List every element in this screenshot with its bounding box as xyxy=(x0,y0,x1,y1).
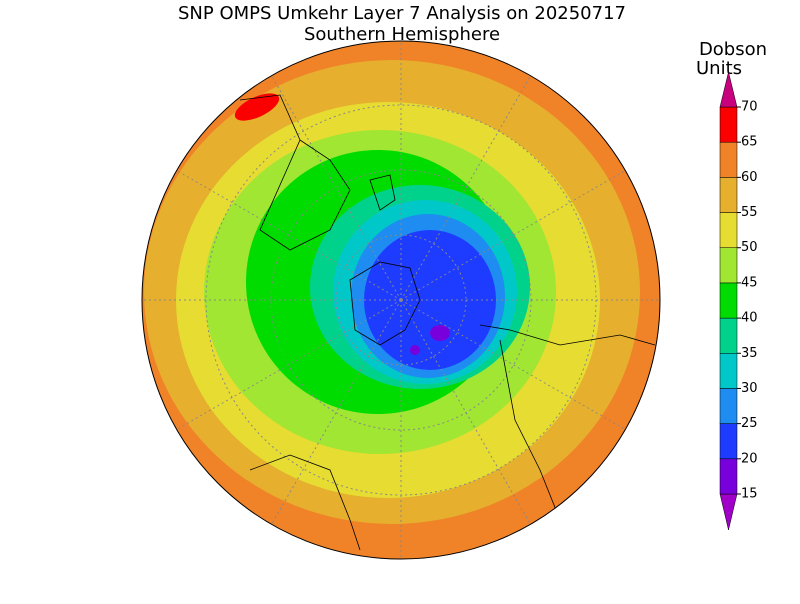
colorbar-label: Units xyxy=(696,58,742,79)
map xyxy=(142,41,660,559)
colorbar-band xyxy=(719,177,738,213)
colorbar: 15 20 25 30 35 40 45 50 55 60 65 70 xyxy=(719,71,758,531)
graticule xyxy=(400,74,532,301)
colorbar-label: Dobson xyxy=(699,39,767,60)
colorbar-band xyxy=(719,106,738,143)
map-border xyxy=(141,40,661,560)
colorbar-tick-label: 35 xyxy=(741,346,758,361)
colorbar-band xyxy=(719,317,738,354)
coastline xyxy=(479,324,656,346)
colorbar-tick-label: 50 xyxy=(741,240,758,255)
contour-region xyxy=(234,93,280,121)
colorbar-band xyxy=(719,353,738,389)
colorbar-tick-label: 55 xyxy=(741,205,758,220)
title: SNP OMPS Umkehr Layer 7 Analysis on 2025… xyxy=(178,3,626,24)
colorbar-tick-label: 20 xyxy=(741,451,758,466)
colorbar-band xyxy=(719,247,738,284)
colorbar-under xyxy=(719,493,738,531)
colorbar-band xyxy=(719,388,738,424)
colorbar-band xyxy=(719,212,738,248)
colorbar-tick-label: 25 xyxy=(741,416,758,431)
graticule xyxy=(175,169,402,301)
colorbar-tick-label: 65 xyxy=(741,135,758,150)
graticule xyxy=(400,169,627,301)
colorbar-over xyxy=(719,71,738,108)
graticule xyxy=(175,299,402,431)
subtitle: Southern Hemisphere xyxy=(304,24,500,45)
colorbar-tick-label: 70 xyxy=(741,100,758,115)
graticule xyxy=(400,299,627,431)
colorbar-band xyxy=(719,458,738,495)
colorbar-tick-label: 40 xyxy=(741,311,758,326)
contour-region xyxy=(430,325,450,341)
colorbar-tick-label: 30 xyxy=(741,381,758,396)
graticule xyxy=(400,299,532,526)
coastline xyxy=(239,94,351,251)
coastline xyxy=(349,261,421,346)
colorbar-tick-label: 60 xyxy=(741,170,758,185)
colorbar-band xyxy=(719,141,738,178)
colorbar-band xyxy=(719,423,738,460)
colorbar-tick-label: 45 xyxy=(741,275,758,290)
contour-region xyxy=(410,345,420,355)
coastline xyxy=(369,174,396,211)
colorbar-band xyxy=(719,282,738,319)
graticule xyxy=(270,299,402,526)
coastline xyxy=(249,454,361,551)
colorbar-tick-label: 15 xyxy=(741,487,758,502)
graticule xyxy=(270,74,402,301)
